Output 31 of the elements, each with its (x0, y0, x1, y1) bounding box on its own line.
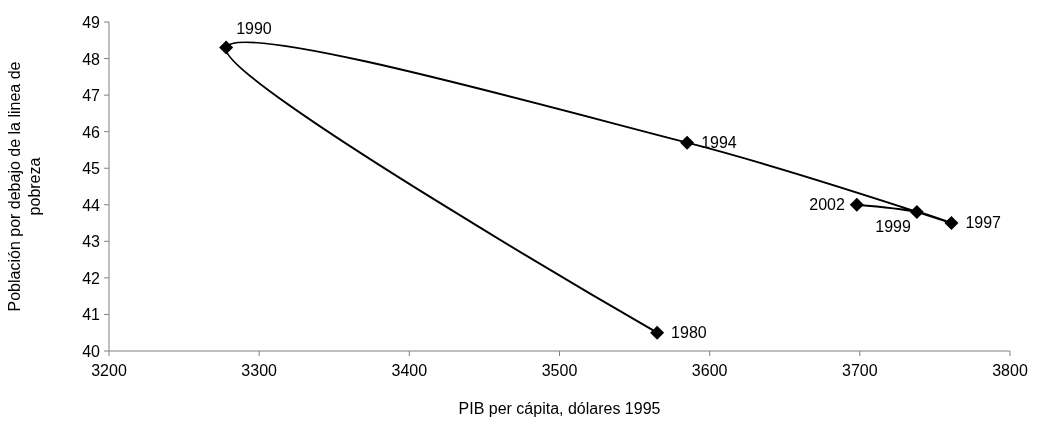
x-tick-label: 3500 (541, 362, 578, 379)
annotation: 1999 (875, 218, 911, 236)
x-tick-label: 3200 (91, 362, 127, 379)
annotation: 1997 (965, 214, 1002, 232)
x-tick-label: 3700 (842, 362, 878, 379)
point (944, 216, 959, 231)
y-tick-label: 49 (82, 14, 101, 31)
x-axis-title: PIB per cápita, dólares 1995 (458, 400, 661, 417)
point (650, 325, 665, 340)
x-tick-label: 3800 (992, 362, 1028, 379)
y-tick-label: 46 (82, 123, 101, 141)
y-axis-title: Población por debajo de la linea de pobreza (6, 61, 43, 312)
y-tick-label: 41 (82, 306, 101, 324)
annotation: 1980 (671, 323, 707, 341)
x-tick-label: 3400 (391, 362, 428, 379)
y-tick-label: 40 (82, 343, 101, 360)
point (909, 205, 924, 220)
annotation: 1994 (701, 133, 737, 151)
y-tick-label: 47 (82, 87, 101, 105)
point (849, 197, 864, 212)
y-tick-label: 44 (82, 196, 101, 214)
annotation: 2002 (809, 195, 845, 213)
point (680, 135, 695, 150)
y-tick-label: 42 (82, 269, 101, 287)
x-tick-label: 3600 (691, 362, 728, 379)
y-tick-label: 48 (82, 50, 101, 68)
annotation: 1990 (236, 19, 272, 37)
y-tick-label: 43 (82, 233, 101, 251)
y-tick-label: 45 (82, 160, 101, 178)
x-tick-label: 3300 (241, 362, 278, 379)
point (219, 40, 234, 55)
